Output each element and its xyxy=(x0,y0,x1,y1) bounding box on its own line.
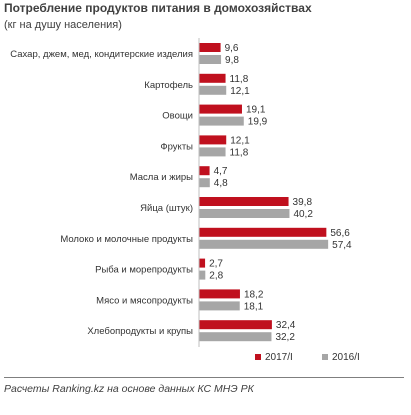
category-label: Сахар, джем, мед, кондитерские изделия xyxy=(10,49,193,60)
value-label: 39,8 xyxy=(293,197,313,208)
chart-subtitle: (кг на душу населения) xyxy=(4,19,122,31)
value-label: 2,8 xyxy=(209,271,223,282)
legend-label: 2017/I xyxy=(265,352,293,363)
legend-swatch xyxy=(255,354,261,360)
value-label: 56,6 xyxy=(330,228,350,239)
category-label: Яйца (штук) xyxy=(140,203,193,214)
value-label: 9,6 xyxy=(225,43,239,54)
value-label: 57,4 xyxy=(332,240,352,251)
value-label: 11,8 xyxy=(230,74,249,85)
bar-chart: Сахар, джем, мед, кондитерские изделия 9,… xyxy=(10,38,360,363)
legend-label: 2016/I xyxy=(332,352,360,363)
bar xyxy=(199,320,272,330)
bar xyxy=(199,43,221,52)
value-label: 19,9 xyxy=(248,117,268,128)
bar xyxy=(199,332,272,342)
bar xyxy=(199,209,290,218)
bar xyxy=(199,197,289,206)
value-label: 32,2 xyxy=(275,332,295,343)
value-label: 32,4 xyxy=(276,320,296,331)
bar xyxy=(199,239,329,249)
value-label: 12,1 xyxy=(230,86,250,97)
category-label: Масла и жиры xyxy=(130,172,193,183)
value-label: 2,7 xyxy=(209,259,223,270)
footer-divider xyxy=(4,377,404,378)
value-label: 18,1 xyxy=(244,301,264,312)
category-label: Молоко и молочные продукты xyxy=(60,234,193,245)
value-label: 19,1 xyxy=(246,105,266,116)
bar xyxy=(199,166,210,176)
bar xyxy=(199,301,240,311)
value-label: 18,2 xyxy=(244,289,264,300)
bar xyxy=(199,227,327,237)
bar xyxy=(199,270,206,280)
value-label: 12,1 xyxy=(230,135,250,146)
value-label: 40,2 xyxy=(293,209,313,220)
bar xyxy=(199,116,244,126)
bar xyxy=(199,289,240,299)
category-label: Мясо и мясопродукты xyxy=(96,295,193,306)
value-label: 11,8 xyxy=(230,147,249,158)
category-label: Картофель xyxy=(144,80,193,91)
legend-swatch xyxy=(322,354,328,360)
category-label: Рыба и морепродукты xyxy=(95,265,193,276)
value-label: 4,8 xyxy=(214,178,228,189)
bar xyxy=(199,135,227,145)
value-label: 4,7 xyxy=(214,166,228,177)
category-label: Фрукты xyxy=(160,141,193,152)
source-note: Расчеты Ranking.kz на основе данных КС М… xyxy=(4,383,254,395)
bar xyxy=(199,147,226,157)
value-label: 9,8 xyxy=(225,55,239,66)
bar xyxy=(199,85,227,95)
bar xyxy=(199,55,222,64)
bar xyxy=(199,258,206,268)
bar xyxy=(199,73,226,83)
bar xyxy=(199,104,242,114)
category-label: Овощи xyxy=(162,111,193,122)
bar xyxy=(199,178,210,188)
chart-title: Потребление продуктов питания в домохозя… xyxy=(4,1,312,15)
category-label: Хлебопродукты и крупы xyxy=(87,326,193,337)
